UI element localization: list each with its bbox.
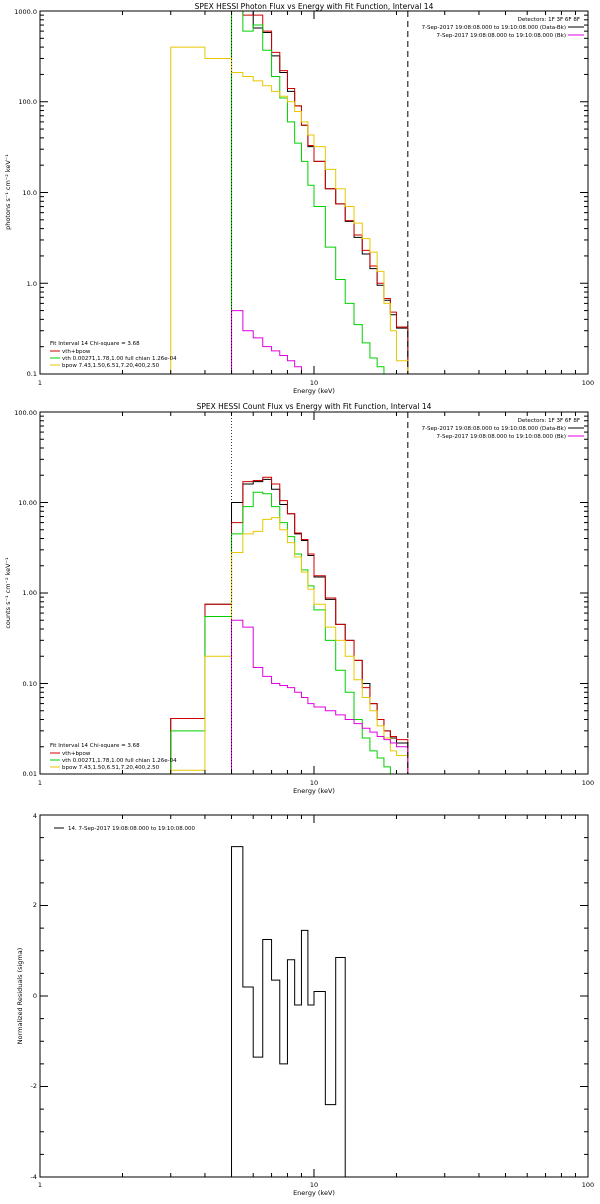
count-xtick-10: 10 <box>310 779 318 787</box>
count-fit-range-lines <box>231 412 409 774</box>
photon-axis-ticks <box>39 10 589 375</box>
photon-ylabel: photons s⁻¹ cm⁻² keV⁻¹ <box>4 154 12 230</box>
residuals-xtick-100: 100 <box>582 1181 594 1189</box>
photon-series-bk <box>231 310 408 375</box>
residuals-series-group <box>231 846 346 1177</box>
residuals-xtick-1: 1 <box>38 1181 42 1189</box>
photon-legend-fit-interval: Fit Interval 14 Chi-square = 3.68 <box>50 341 140 347</box>
photon-panel-title: SPEX HESSI Photon Flux vs Energy with Fi… <box>195 2 434 11</box>
count-legend-detectors: Detectors: 1F 3F 6F 8F <box>518 418 580 424</box>
count-legend-data-bk: 7-Sep-2017 19:08:08.000 to 19:10:08.000 … <box>422 426 566 432</box>
count-ylabel: counts s⁻¹ cm⁻² keV⁻¹ <box>4 557 12 629</box>
count-xtick-1: 1 <box>38 779 42 787</box>
photon-ytick-2: 10.0 <box>23 189 37 197</box>
residuals-xlabel: Energy (keV) <box>293 1189 335 1197</box>
residuals-xtick-10: 10 <box>310 1181 318 1189</box>
residuals-series-residuals <box>231 846 346 1177</box>
photon-ytick-1: 1.0 <box>27 280 37 288</box>
count-flux-panel: SPEX HESSI Count Flux vs Energy with Fit… <box>4 402 594 795</box>
residuals-legend-interval: 14. 7-Sep-2017 19:08:08.000 to 19:10:08.… <box>68 826 195 832</box>
photon-ytick-0: 0.1 <box>27 370 37 378</box>
photon-legend-bk: 7-Sep-2017 19:08:08.000 to 19:10:08.000 … <box>437 33 567 39</box>
count-series-bpow <box>170 517 409 774</box>
residuals-ylabel: Normalized Residuals (sigma) <box>16 948 24 1045</box>
count-ytick-1: 0.10 <box>23 680 37 688</box>
residuals-panel: 1 10 100 -4 -2 0 2 4 Energy (keV) Normal… <box>16 812 594 1197</box>
photon-legend-vth: vth 0.00271,1.78,1.00 full chian 1.26e-0… <box>62 356 177 362</box>
photon-legend-detectors: Detectors: 1F 3F 6F 8F <box>518 17 580 23</box>
photon-series-vth <box>231 10 408 375</box>
photon-legend-bpow: bpow 7.43,1.50,6.51,7.20,400,2.50 <box>62 363 160 369</box>
photon-xlabel: Energy (keV) <box>293 387 335 395</box>
residuals-axis-ticks <box>39 814 589 1178</box>
count-xtick-100: 100 <box>582 779 594 787</box>
photon-fit-range-lines <box>231 11 409 374</box>
photon-xtick-10: 10 <box>310 379 318 387</box>
count-ytick-2: 1.00 <box>23 589 37 597</box>
count-ytick-0: 0.01 <box>23 770 37 778</box>
count-ytick-3: 10.00 <box>18 499 37 507</box>
count-series-group <box>170 476 409 775</box>
count-xlabel: Energy (keV) <box>293 787 335 795</box>
residuals-ytick-4: 4 <box>33 812 37 820</box>
count-axis-ticks <box>39 411 589 775</box>
count-legend-vth: vth 0.00271,1.78,1.00 full chian 1.26e-0… <box>62 758 177 764</box>
count-ytick-4: 100.00 <box>14 409 37 417</box>
count-series-bk <box>231 619 409 774</box>
photon-legend-data-bk: 7-Sep-2017 19:08:08.000 to 19:10:08.000 … <box>422 25 566 31</box>
residuals-ytick-0: -4 <box>31 1173 37 1181</box>
photon-ytick-3: 100.0 <box>18 98 37 106</box>
photon-series-bpow <box>170 46 409 374</box>
count-legend-fit-interval: Fit Interval 14 Chi-square = 3.68 <box>50 743 140 749</box>
photon-series-vth-bpow <box>231 10 409 374</box>
photon-flux-panel: SPEX HESSI Photon Flux vs Energy with Fi… <box>4 2 594 395</box>
photon-series-group <box>170 10 409 375</box>
count-series-vth-bpow <box>170 476 409 774</box>
count-legend-bk: 7-Sep-2017 19:08:08.000 to 19:10:08.000 … <box>437 434 567 440</box>
count-series-data-bk <box>170 478 409 774</box>
residuals-ytick-3: 2 <box>33 901 37 909</box>
count-legend-total: vth+bpow <box>62 751 91 757</box>
photon-xtick-1: 1 <box>38 379 42 387</box>
photon-xtick-100: 100 <box>582 379 594 387</box>
count-panel-title: SPEX HESSI Count Flux vs Energy with Fit… <box>197 402 432 411</box>
residuals-ytick-1: -2 <box>31 1082 37 1090</box>
count-legend-bpow: bpow 7.43,1.50,6.51,7.20,400,2.50 <box>62 765 160 771</box>
photon-ytick-4: 1000.0 <box>14 8 37 16</box>
residuals-ytick-2: 0 <box>33 992 37 1000</box>
photon-legend-total: vth+bpow <box>62 349 91 355</box>
photon-series-data-bk <box>231 10 409 374</box>
